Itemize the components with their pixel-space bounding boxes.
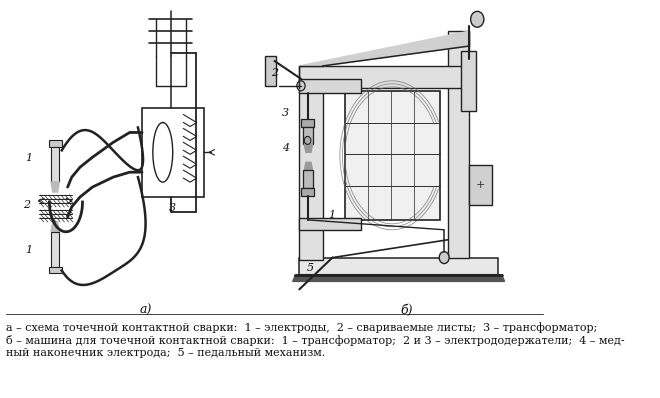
Bar [448, 31, 469, 258]
Polygon shape [300, 31, 469, 66]
Text: 2: 2 [271, 68, 279, 78]
Bar [142, 107, 204, 197]
Circle shape [297, 81, 305, 91]
Text: +: + [476, 180, 485, 190]
Bar [301, 188, 314, 196]
Bar [49, 267, 62, 273]
Bar [49, 140, 62, 147]
Polygon shape [51, 182, 59, 192]
Text: 1: 1 [328, 210, 335, 220]
Bar [300, 79, 362, 93]
Bar [265, 56, 276, 86]
Text: а): а) [140, 304, 152, 317]
Circle shape [471, 11, 484, 27]
Bar [345, 91, 440, 220]
Bar [300, 258, 498, 275]
Polygon shape [304, 162, 313, 170]
Bar [303, 170, 313, 188]
Text: б): б) [401, 304, 413, 317]
Text: 3: 3 [169, 203, 176, 213]
Bar [461, 51, 476, 111]
Circle shape [439, 252, 449, 263]
Text: а – схема точечной контактной сварки:  1 – электроды,  2 – свариваемые листы;  3: а – схема точечной контактной сварки: 1 … [5, 322, 597, 333]
Bar [51, 147, 59, 182]
Text: ный наконечник электрода;  5 – педальный механизм.: ный наконечник электрода; 5 – педальный … [5, 348, 325, 358]
Text: 3: 3 [282, 107, 289, 117]
Text: 5: 5 [307, 263, 314, 273]
Polygon shape [292, 275, 505, 281]
Text: 1: 1 [25, 245, 32, 255]
Circle shape [304, 137, 311, 144]
Bar [469, 165, 492, 205]
Text: 4: 4 [282, 143, 289, 153]
Text: 1: 1 [25, 153, 32, 163]
Polygon shape [304, 144, 313, 152]
Bar [300, 218, 362, 230]
Bar [300, 81, 323, 259]
Bar [301, 119, 314, 127]
Bar [303, 127, 313, 144]
Polygon shape [51, 222, 59, 232]
Text: 2: 2 [23, 200, 30, 210]
Text: б – машина для точечной контактной сварки:  1 – трансформатор;  2 и 3 – электрод: б – машина для точечной контактной сварк… [5, 335, 624, 346]
Bar [300, 66, 469, 88]
Bar [51, 232, 59, 267]
